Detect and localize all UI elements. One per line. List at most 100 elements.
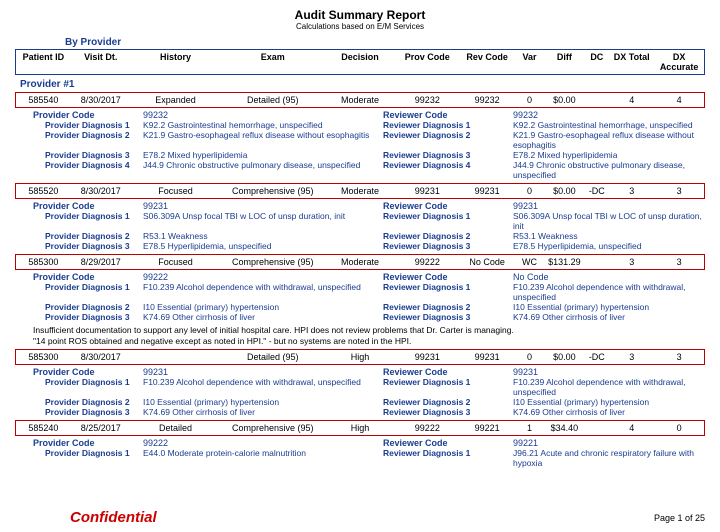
- reviewer-dx-label: Reviewer Diagnosis 1: [383, 377, 513, 397]
- provider-dx-label: Provider Diagnosis 1: [33, 377, 143, 397]
- reviewer-code-value: No Code: [513, 272, 705, 282]
- reviewer-dx-value: J96.21 Acute and chronic respiratory fai…: [513, 448, 705, 468]
- provider-dx-value: I10 Essential (primary) hypertension: [143, 302, 383, 312]
- cell: 0: [515, 95, 545, 105]
- provider-dx-value: R53.1 Weakness: [143, 231, 383, 241]
- cell: 0: [515, 186, 545, 196]
- provider-dx-label: Provider Diagnosis 1: [33, 448, 143, 468]
- provider-dx-label: Provider Diagnosis 2: [33, 130, 143, 150]
- cell: 4: [609, 423, 654, 433]
- cell: 0: [654, 423, 704, 433]
- cell: 99231: [460, 352, 515, 362]
- cell: 99222: [395, 423, 460, 433]
- reviewer-dx-value: K21.9 Gastro-esophageal reflux disease w…: [513, 130, 705, 150]
- provider-code-label: Provider Code: [33, 201, 143, 211]
- reviewer-dx-label: Reviewer Diagnosis 2: [383, 397, 513, 407]
- by-provider-label: By Provider: [65, 37, 705, 48]
- cell: High: [325, 423, 395, 433]
- hdr-dc: DC: [584, 52, 609, 72]
- cell: [584, 95, 609, 105]
- provider-dx-value: K74.69 Other cirrhosis of liver: [143, 407, 383, 417]
- provider-dx-value: F10.239 Alcohol dependence with withdraw…: [143, 282, 383, 302]
- cell: Expanded: [131, 95, 221, 105]
- hdr-rev-code: Rev Code: [460, 52, 515, 72]
- cell: 585240: [16, 423, 71, 433]
- cell: [584, 423, 609, 433]
- reviewer-dx-value: K74.69 Other cirrhosis of liver: [513, 312, 705, 322]
- cell: $0.00: [544, 186, 584, 196]
- hdr-visit: Visit Dt.: [71, 52, 131, 72]
- cell: 99222: [395, 257, 460, 267]
- reviewer-dx-value: K74.69 Other cirrhosis of liver: [513, 407, 705, 417]
- encounter-row: 5853008/30/2017Detailed (95)High99231992…: [15, 349, 705, 365]
- provider-dx-value: E78.2 Mixed hyperlipidemia: [143, 150, 383, 160]
- hdr-diff: Diff: [544, 52, 584, 72]
- reviewer-dx-value: I10 Essential (primary) hypertension: [513, 302, 705, 312]
- provider-dx-value: J44.9 Chronic obstructive pulmonary dise…: [143, 160, 383, 180]
- provider-dx-label: Provider Diagnosis 1: [33, 211, 143, 231]
- reviewer-dx-value: I10 Essential (primary) hypertension: [513, 397, 705, 407]
- cell: 8/29/2017: [71, 257, 131, 267]
- reviewer-code-label: Reviewer Code: [383, 201, 513, 211]
- encounter-detail: Provider Code99222Reviewer Code99221Prov…: [33, 438, 705, 468]
- encounter-detail: Provider Code99231Reviewer Code99231Prov…: [33, 367, 705, 417]
- cell: 585300: [16, 257, 71, 267]
- cell: 99232: [460, 95, 515, 105]
- encounter-note: "14 point ROS obtained and negative exce…: [33, 336, 705, 346]
- cell: Moderate: [325, 257, 395, 267]
- provider-dx-label: Provider Diagnosis 2: [33, 397, 143, 407]
- provider-dx-value: E44.0 Moderate protein-calorie malnutrit…: [143, 448, 383, 468]
- cell: 0: [515, 352, 545, 362]
- cell: 3: [654, 352, 704, 362]
- provider-dx-value: I10 Essential (primary) hypertension: [143, 397, 383, 407]
- cell: 3: [609, 257, 654, 267]
- provider-dx-label: Provider Diagnosis 1: [33, 282, 143, 302]
- provider-dx-label: Provider Diagnosis 3: [33, 407, 143, 417]
- reviewer-dx-label: Reviewer Diagnosis 1: [383, 211, 513, 231]
- provider-code-value: 99232: [143, 110, 383, 120]
- cell: Detailed (95): [220, 95, 325, 105]
- encounters-container: 5855408/30/2017ExpandedDetailed (95)Mode…: [15, 92, 705, 468]
- cell: $0.00: [544, 95, 584, 105]
- cell: Moderate: [325, 95, 395, 105]
- encounter-row: 5855408/30/2017ExpandedDetailed (95)Mode…: [15, 92, 705, 108]
- encounter-detail: Provider Code99231Reviewer Code99231Prov…: [33, 201, 705, 251]
- provider-dx-value: K21.9 Gastro-esophageal reflux disease w…: [143, 130, 383, 150]
- encounter-detail: Provider Code99222Reviewer CodeNo CodePr…: [33, 272, 705, 322]
- cell: Moderate: [325, 186, 395, 196]
- cell: No Code: [460, 257, 515, 267]
- hdr-prov-code: Prov Code: [395, 52, 460, 72]
- cell: $131.29: [544, 257, 584, 267]
- reviewer-dx-label: Reviewer Diagnosis 2: [383, 231, 513, 241]
- provider-code-label: Provider Code: [33, 438, 143, 448]
- cell: 8/30/2017: [71, 186, 131, 196]
- provider-dx-value: S06.309A Unsp focal TBI w LOC of unsp du…: [143, 211, 383, 231]
- cell: 3: [654, 257, 704, 267]
- encounter-note: Insufficient documentation to support an…: [33, 325, 705, 335]
- hdr-decision: Decision: [325, 52, 395, 72]
- reviewer-code-value: 99231: [513, 201, 705, 211]
- reviewer-dx-value: J44.9 Chronic obstructive pulmonary dise…: [513, 160, 705, 180]
- cell: [584, 257, 609, 267]
- reviewer-code-label: Reviewer Code: [383, 367, 513, 377]
- cell: 585520: [16, 186, 71, 196]
- provider-dx-label: Provider Diagnosis 3: [33, 241, 143, 251]
- footer: Confidential Page 1 of 25: [15, 509, 705, 526]
- provider-dx-label: Provider Diagnosis 1: [33, 120, 143, 130]
- provider-dx-label: Provider Diagnosis 2: [33, 302, 143, 312]
- reviewer-code-value: 99231: [513, 367, 705, 377]
- hdr-history: History: [131, 52, 221, 72]
- hdr-exam: Exam: [220, 52, 325, 72]
- cell: Detailed: [131, 423, 221, 433]
- cell: 99231: [395, 352, 460, 362]
- reviewer-dx-label: Reviewer Diagnosis 2: [383, 130, 513, 150]
- encounter-row: 5852408/25/2017DetailedComprehensive (95…: [15, 420, 705, 436]
- cell: 4: [654, 95, 704, 105]
- encounter-row: 5855208/30/2017FocusedComprehensive (95)…: [15, 183, 705, 199]
- cell: 4: [609, 95, 654, 105]
- provider-dx-label: Provider Diagnosis 3: [33, 312, 143, 322]
- reviewer-dx-label: Reviewer Diagnosis 1: [383, 448, 513, 468]
- reviewer-dx-value: S06.309A Unsp focal TBI w LOC of unsp du…: [513, 211, 705, 231]
- cell: 585300: [16, 352, 71, 362]
- encounter-row: 5853008/29/2017FocusedComprehensive (95)…: [15, 254, 705, 270]
